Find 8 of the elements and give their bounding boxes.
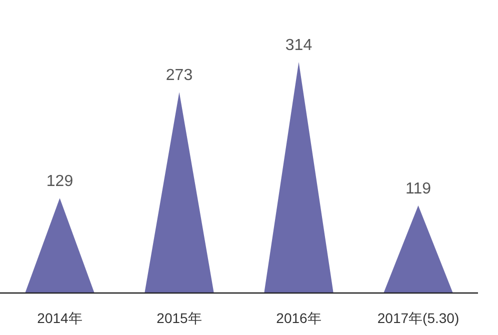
data-label: 119 — [405, 180, 432, 198]
x-tick-label: 2017年(5.30) — [377, 310, 460, 326]
data-label: 314 — [285, 37, 312, 54]
data-label: 129 — [46, 173, 74, 190]
x-tick-label: 2015年 — [156, 310, 202, 326]
x-tick-label: 2016年 — [276, 310, 322, 326]
data-label: 273 — [166, 67, 193, 84]
x-tick-label: 2014年 — [37, 310, 82, 326]
